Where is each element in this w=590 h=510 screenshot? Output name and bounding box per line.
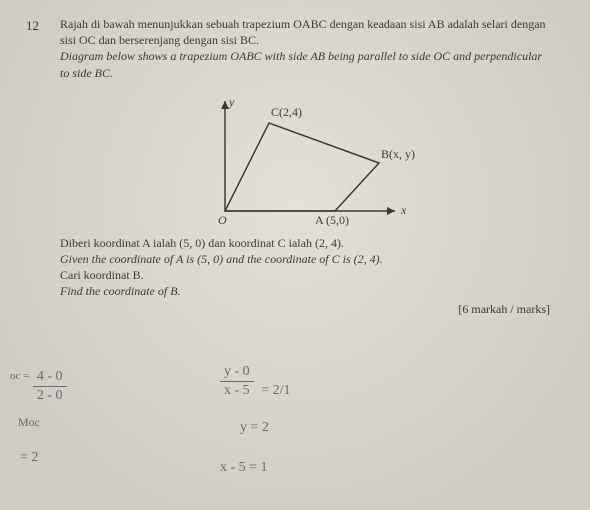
para2-en: Given the coordinate of A is (5, 0) and … bbox=[60, 252, 383, 266]
hw-right-frac: y - 0 x - 5 = 2/1 bbox=[220, 365, 290, 399]
hw-right-mid: y = 2 bbox=[240, 420, 269, 436]
hw-right-eq: = 2/1 bbox=[261, 383, 290, 398]
hw-left-frac: oc = 4 - 0 2 - 0 bbox=[10, 370, 67, 404]
question-text: Rajah di bawah menunjukkan sebuah trapez… bbox=[60, 16, 550, 81]
y-axis-label: y bbox=[229, 95, 234, 110]
hw-left-top: 4 - 0 bbox=[33, 370, 67, 387]
given-text: Diberi koordinat A ialah (5, 0) dan koor… bbox=[60, 235, 550, 300]
origin-label: O bbox=[218, 213, 227, 228]
question-number: 12 bbox=[26, 18, 39, 34]
para3-ms: Cari koordinat B. bbox=[60, 268, 144, 282]
trapezium-shape bbox=[225, 123, 379, 211]
para1-en: Diagram below shows a trapezium OABC wit… bbox=[60, 49, 542, 79]
hw-left-bot: 2 - 0 bbox=[33, 387, 67, 403]
para1-ms: Rajah di bawah menunjukkan sebuah trapez… bbox=[60, 17, 546, 47]
hw-right-bot: x - 5 bbox=[220, 382, 254, 398]
hw-right-top: y - 0 bbox=[220, 365, 254, 382]
hw-left-val: = 2 bbox=[20, 450, 38, 466]
x-axis-label: x bbox=[401, 203, 406, 218]
point-b-label: B(x, y) bbox=[381, 147, 415, 162]
y-axis-arrow bbox=[221, 101, 229, 109]
para3-en: Find the coordinate of B. bbox=[60, 284, 181, 298]
hw-right-bot: x - 5 = 1 bbox=[220, 460, 268, 476]
x-axis-arrow bbox=[387, 207, 395, 215]
marks-label: [6 markah / marks] bbox=[60, 302, 550, 317]
hw-left-mid: Moc bbox=[18, 415, 40, 430]
point-a-label: A (5,0) bbox=[315, 213, 349, 228]
para2-ms: Diberi koordinat A ialah (5, 0) dan koor… bbox=[60, 236, 344, 250]
page: 12 Rajah di bawah menunjukkan sebuah tra… bbox=[0, 0, 590, 510]
trapezium-diagram: O x y A (5,0) B(x, y) C(2,4) bbox=[185, 91, 425, 231]
point-c-label: C(2,4) bbox=[271, 105, 302, 120]
